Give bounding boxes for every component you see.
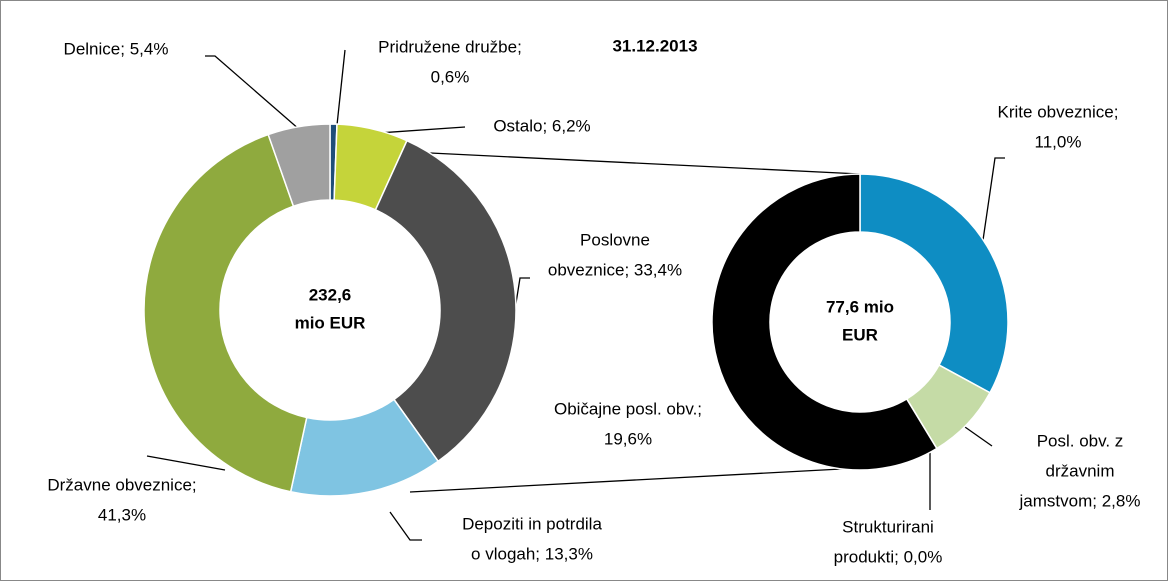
data-label: Krite obveznice; — [998, 102, 1119, 121]
data-label: Pridružene družbe; — [378, 37, 522, 56]
donut-segment — [859, 173, 1009, 394]
leader-line — [377, 126, 466, 134]
center-label: 232,6 — [309, 285, 352, 304]
data-label: Državne obveznice; — [47, 475, 196, 494]
data-label: Posl. obv. z — [1037, 431, 1124, 450]
data-label: 11,0% — [1035, 132, 1082, 151]
data-label: 41,3% — [98, 505, 146, 524]
leader-line — [146, 455, 226, 471]
data-label: produkti; 0,0% — [834, 547, 943, 566]
center-label: 77,6 mio — [826, 297, 894, 316]
connector-line — [409, 467, 861, 493]
donut-segment — [267, 123, 331, 208]
data-label: 19,6% — [604, 429, 652, 448]
leader-lines — [146, 49, 1005, 541]
data-label: o vlogah; 13,3% — [471, 544, 593, 563]
data-label: jamstvom; 2,8% — [1019, 491, 1141, 510]
leader-line — [336, 49, 346, 126]
chart-title: 31.12.2013 — [612, 36, 697, 55]
donut-segment — [374, 139, 517, 463]
leader-line — [389, 511, 422, 541]
connector-line — [409, 151, 861, 175]
data-label: Ostalo; 6,2% — [493, 116, 590, 135]
data-label: Depoziti in potrdila — [462, 514, 602, 533]
donut-segment — [143, 133, 308, 493]
data-label: državnim — [1046, 461, 1115, 480]
leader-line — [981, 157, 1005, 248]
data-label: obveznice; 33,4% — [548, 260, 682, 279]
data-label: 0,6% — [431, 67, 470, 86]
center-label: mio EUR — [295, 313, 366, 332]
center-label: EUR — [842, 325, 878, 344]
leader-line — [205, 55, 301, 131]
data-label: Strukturirani — [842, 517, 934, 536]
donut-segment — [711, 173, 938, 471]
data-label: Delnice; 5,4% — [64, 39, 169, 58]
data-label: Poslovne — [580, 230, 650, 249]
data-label: Običajne posl. obv.; — [554, 399, 702, 418]
